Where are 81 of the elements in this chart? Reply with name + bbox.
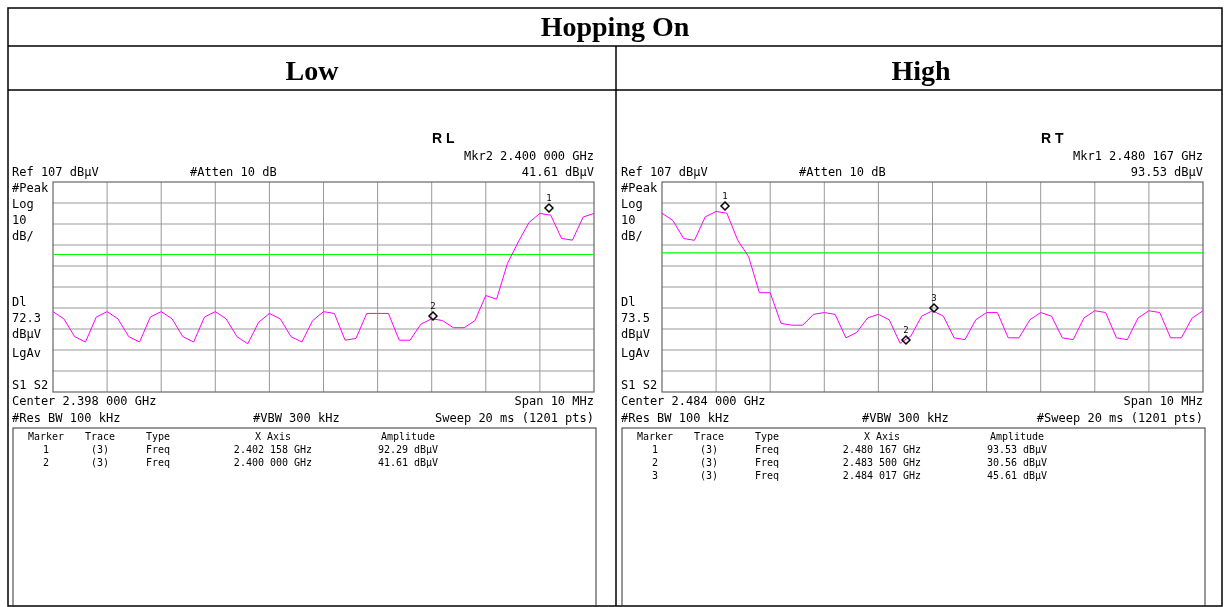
text: Dl	[12, 295, 27, 309]
text: 1	[546, 193, 552, 203]
text: Marker	[27, 431, 65, 442]
text: dB/	[621, 229, 643, 243]
text: 10	[621, 213, 636, 227]
text: R L	[432, 130, 455, 146]
text: Marker	[636, 431, 674, 442]
text: 93.53 dBµV	[1130, 165, 1203, 179]
text: R T	[1041, 130, 1064, 146]
text: 2.400 000 GHz	[233, 457, 313, 468]
chart-subtitle: Low	[285, 55, 340, 86]
text: Center 2.398 000 GHz	[12, 394, 157, 408]
text: Freq	[754, 457, 780, 468]
text: Sweep 20 ms (1201 pts)	[435, 411, 594, 425]
text: 2.402 158 GHz	[233, 444, 313, 455]
text: (3)	[699, 444, 719, 455]
text: dB/	[12, 229, 34, 243]
text: (3)	[90, 444, 110, 455]
annotation: 2	[903, 325, 909, 335]
text: #Peak	[621, 181, 658, 195]
text: Ref 107 dBµV	[12, 165, 99, 179]
text: dBµV	[12, 327, 41, 341]
text: 1	[42, 444, 50, 455]
text: (3)	[699, 470, 719, 481]
text: 2	[651, 457, 659, 468]
text: Trace	[84, 431, 116, 442]
text: LgAv	[621, 346, 650, 360]
text: #Peak	[12, 181, 49, 195]
text: Mkr1 2.480 167 GHz	[1072, 149, 1203, 163]
text: X Axis	[254, 431, 292, 442]
text: Mkr2 2.400 000 GHz	[463, 149, 594, 163]
text: Ref 107 dBµV	[621, 165, 708, 179]
text: Center 2.484 000 GHz	[621, 394, 766, 408]
text: #Sweep 20 ms (1201 pts)	[1036, 411, 1203, 425]
text: 3	[651, 470, 659, 481]
text: 2.484 017 GHz	[842, 470, 922, 481]
text: #VBW 300 kHz	[253, 411, 340, 425]
text: #Atten 10 dB	[190, 165, 277, 179]
text: #Res BW 100 kHz	[621, 411, 730, 425]
text: 1	[651, 444, 659, 455]
text: Type	[754, 431, 780, 442]
text: S1 S2	[621, 378, 658, 392]
text: 45.61 dBµV	[986, 470, 1048, 481]
text: X Axis	[863, 431, 901, 442]
text: #Atten 10 dB	[799, 165, 886, 179]
text: Type	[145, 431, 171, 442]
chart-title: Hopping On	[540, 11, 690, 42]
text: 1	[722, 191, 728, 201]
text: Amplitude	[989, 431, 1045, 442]
chart-subtitle: High	[891, 55, 951, 86]
text: 10	[12, 213, 27, 227]
text: Freq	[754, 444, 780, 455]
text: S1 S2	[12, 378, 49, 392]
text: 2.483 500 GHz	[842, 457, 922, 468]
text: Span 10 MHz	[514, 394, 594, 408]
text: (3)	[90, 457, 110, 468]
text: Dl	[621, 295, 636, 309]
text: Log	[621, 197, 643, 211]
text: 30.56 dBµV	[986, 457, 1048, 468]
text: dBµV	[621, 327, 650, 341]
text: 73.5	[621, 311, 650, 325]
text: 2	[42, 457, 50, 468]
text: #Res BW 100 kHz	[12, 411, 121, 425]
text: 41.61 dBµV	[521, 165, 594, 179]
text: LgAv	[12, 346, 41, 360]
text: Freq	[754, 470, 780, 481]
text: 41.61 dBµV	[377, 457, 439, 468]
annotation: 3	[931, 293, 937, 303]
annotation: 2	[430, 301, 436, 311]
text: Freq	[145, 457, 171, 468]
text: 2.480 167 GHz	[842, 444, 922, 455]
text: 72.3	[12, 311, 41, 325]
text: 92.29 dBµV	[377, 444, 439, 455]
text: Trace	[693, 431, 725, 442]
text: #VBW 300 kHz	[862, 411, 949, 425]
text: Freq	[145, 444, 171, 455]
text: (3)	[699, 457, 719, 468]
text: Span 10 MHz	[1123, 394, 1203, 408]
text: Amplitude	[380, 431, 436, 442]
text: 93.53 dBµV	[986, 444, 1048, 455]
text: Log	[12, 197, 34, 211]
